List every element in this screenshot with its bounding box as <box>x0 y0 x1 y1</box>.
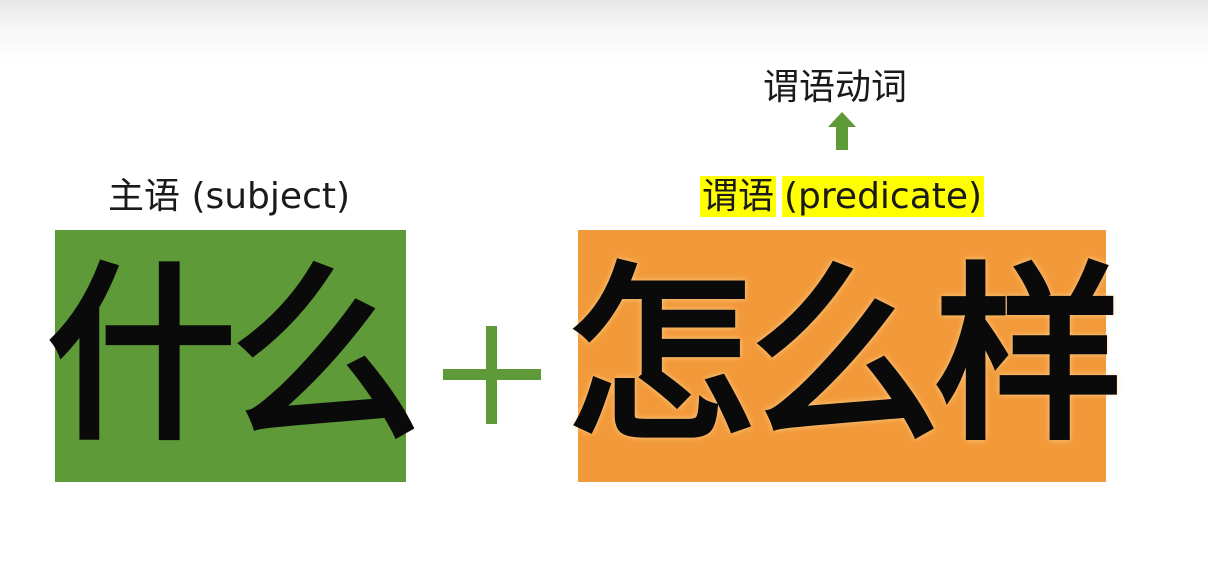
subject-box: 什么 <box>47 230 421 482</box>
up-arrow-icon <box>828 112 856 150</box>
plus-icon <box>443 326 541 424</box>
predicate-label: 谓语 (predicate) <box>700 175 985 219</box>
predicate-verb-label: 谓语动词 <box>763 67 908 108</box>
predicate-box: 怎么样 <box>566 230 1124 482</box>
subject-label: 主语 (subject) <box>108 176 351 217</box>
predicate-label-en: (predicate) <box>782 176 985 217</box>
predicate-text: 怎么样 <box>566 244 1124 467</box>
predicate-label-cn: 谓语 <box>700 176 777 217</box>
subject-text: 什么 <box>46 244 421 467</box>
top-shadow <box>0 0 1208 60</box>
